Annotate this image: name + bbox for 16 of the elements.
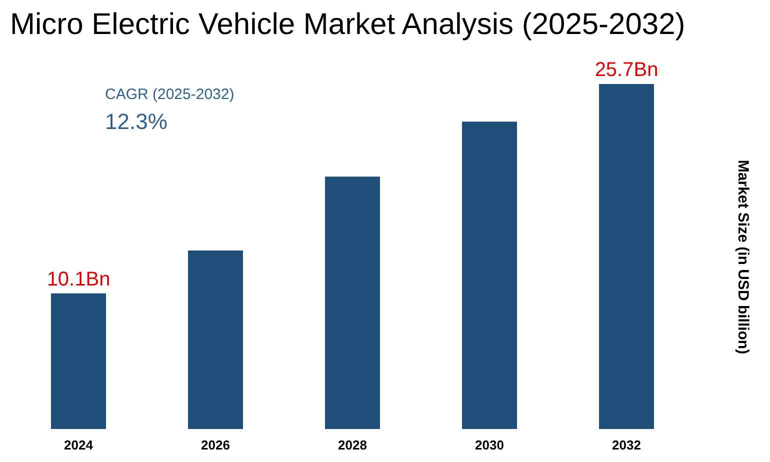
x-tick-label: 2028 xyxy=(338,438,367,452)
bar xyxy=(325,176,380,429)
bar xyxy=(462,122,517,429)
bar xyxy=(188,250,243,429)
annotation: CAGR (2025-2032) xyxy=(105,86,234,103)
x-tick-label: 2024 xyxy=(64,438,94,452)
x-tick-label: 2032 xyxy=(612,438,641,452)
y-axis-title: Market Size (in USD billion) xyxy=(734,160,752,354)
x-tick-label: 2026 xyxy=(201,438,230,452)
bar xyxy=(51,293,106,429)
data-label: 10.1Bn xyxy=(46,268,110,290)
annotation: 12.3% xyxy=(105,109,168,134)
bar xyxy=(599,84,654,429)
chart-title: Micro Electric Vehicle Market Analysis (2025-2032) xyxy=(10,8,686,41)
data-label: 25.7Bn xyxy=(594,59,658,81)
x-tick-label: 2030 xyxy=(475,438,504,452)
